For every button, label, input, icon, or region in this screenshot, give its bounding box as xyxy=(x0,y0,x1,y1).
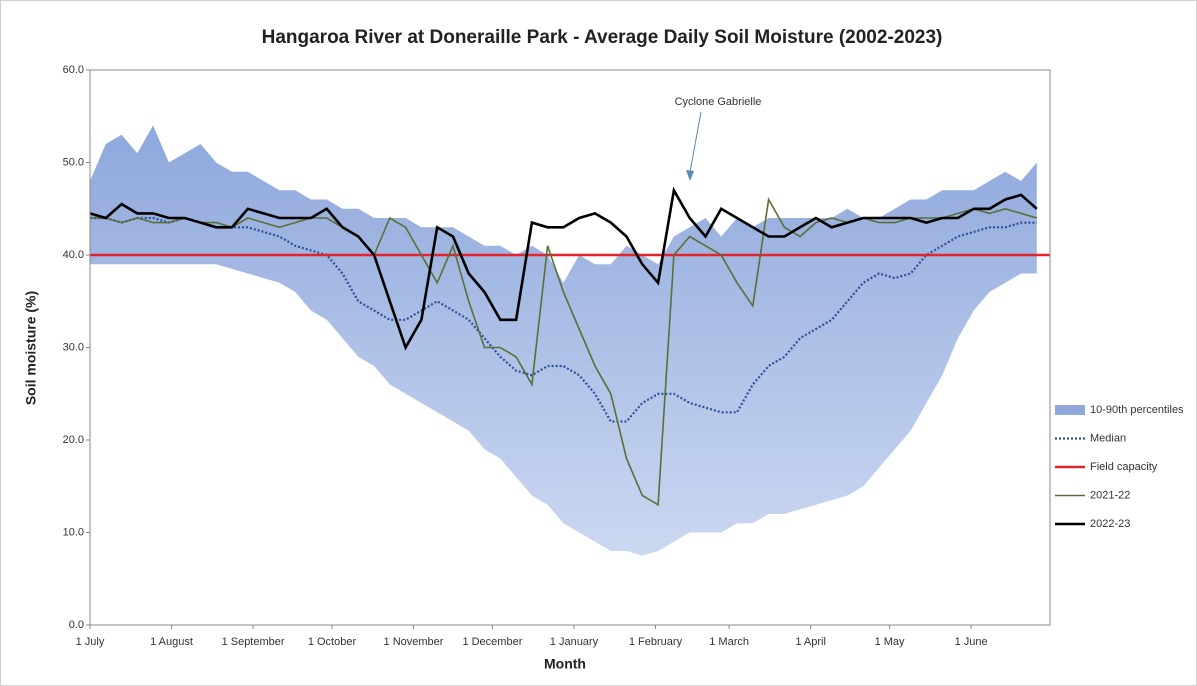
percentile-band xyxy=(90,125,1037,556)
x-tick-label: 1 October xyxy=(308,636,357,648)
plot-area xyxy=(89,125,1050,556)
legend-label: 10-90th percentiles xyxy=(1090,404,1184,416)
legend-label: Median xyxy=(1090,432,1126,444)
x-axis-title: Month xyxy=(544,656,586,672)
y-tick-label: 40.0 xyxy=(63,249,84,261)
x-tick-label: 1 July xyxy=(76,636,105,648)
chart-title: Hangaroa River at Doneraille Park - Aver… xyxy=(262,27,943,48)
annotation-arrow xyxy=(689,111,702,173)
legend-swatch xyxy=(1055,405,1085,415)
x-tick-label: 1 June xyxy=(955,636,988,648)
x-tick-label: 1 November xyxy=(384,636,444,648)
x-tick-label: 1 August xyxy=(150,636,193,648)
x-tick-label: 1 January xyxy=(550,636,599,648)
legend-label: Field capacity xyxy=(1090,461,1158,473)
x-tick-label: 1 December xyxy=(462,636,522,648)
x-tick-label: 1 May xyxy=(875,636,905,648)
annotation: Cyclone Gabrielle xyxy=(675,96,762,108)
legend-label: 2021-22 xyxy=(1090,489,1130,501)
legend-label: 2022-23 xyxy=(1090,518,1130,530)
y-tick-label: 50.0 xyxy=(63,156,84,168)
y-axis-title: Soil moisture (%) xyxy=(23,291,39,405)
x-tick-label: 1 March xyxy=(709,636,749,648)
y-tick-label: 20.0 xyxy=(63,434,84,446)
series-line xyxy=(89,186,1038,351)
y-tick-label: 10.0 xyxy=(63,526,84,538)
x-tick-label: 1 February xyxy=(629,636,683,648)
series-line xyxy=(90,197,1038,507)
x-tick-label: 1 September xyxy=(222,636,285,648)
y-tick-label: 0.0 xyxy=(69,619,84,631)
y-tick-label: 30.0 xyxy=(63,341,84,353)
legend: 10-90th percentiles Median Field capacity 2… xyxy=(1055,404,1184,530)
median-line xyxy=(90,216,1037,423)
y-tick-label: 60.0 xyxy=(63,64,84,76)
x-tick-label: 1 April xyxy=(795,636,826,648)
annotation-arrowhead xyxy=(686,170,694,181)
